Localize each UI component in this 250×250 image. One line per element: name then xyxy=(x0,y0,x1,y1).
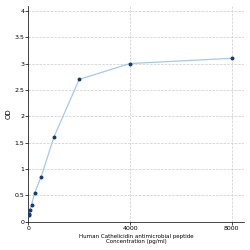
Point xyxy=(230,56,234,60)
X-axis label: Human Cathelicidin antimicrobial peptide
Concentration (pg/ml): Human Cathelicidin antimicrobial peptide… xyxy=(79,234,194,244)
Point xyxy=(27,213,31,217)
Point xyxy=(39,175,43,179)
Y-axis label: OD: OD xyxy=(6,108,12,119)
Point xyxy=(77,77,81,81)
Point xyxy=(33,191,37,195)
Point xyxy=(27,212,31,216)
Point xyxy=(30,203,34,207)
Point xyxy=(28,208,32,212)
Point xyxy=(52,135,56,139)
Point xyxy=(128,62,132,66)
